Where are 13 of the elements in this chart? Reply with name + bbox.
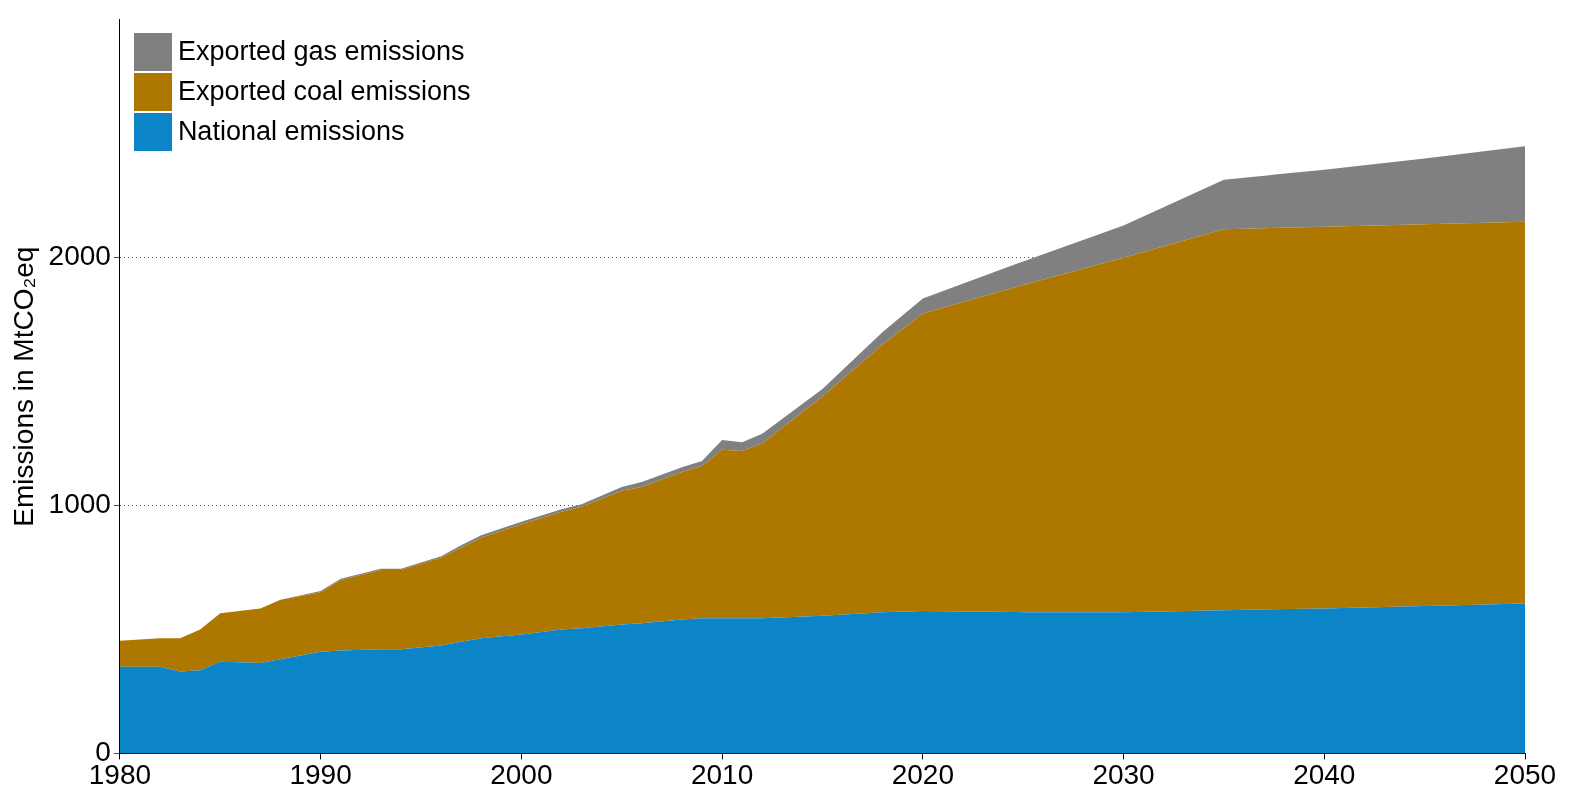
x-tick-label: 2040 <box>1293 758 1356 790</box>
y-axis-title: Emissions in MtCO₂eq <box>7 246 39 527</box>
x-tick-label: 2010 <box>690 758 754 790</box>
x-tick-label: 2000 <box>490 758 553 790</box>
x-tick-label: 1990 <box>289 758 352 790</box>
legend-label: National emissions <box>177 116 405 148</box>
y-tick-label: 2000 <box>48 240 111 272</box>
x-tick-label: 2020 <box>891 758 954 790</box>
x-tick-label: 2030 <box>1092 758 1155 790</box>
legend-label: Exported coal emissions <box>177 76 471 108</box>
y-tick-label: 1000 <box>48 488 111 520</box>
x-tick-label: 2050 <box>1493 758 1557 790</box>
legend-label: Exported gas emissions <box>177 36 465 68</box>
